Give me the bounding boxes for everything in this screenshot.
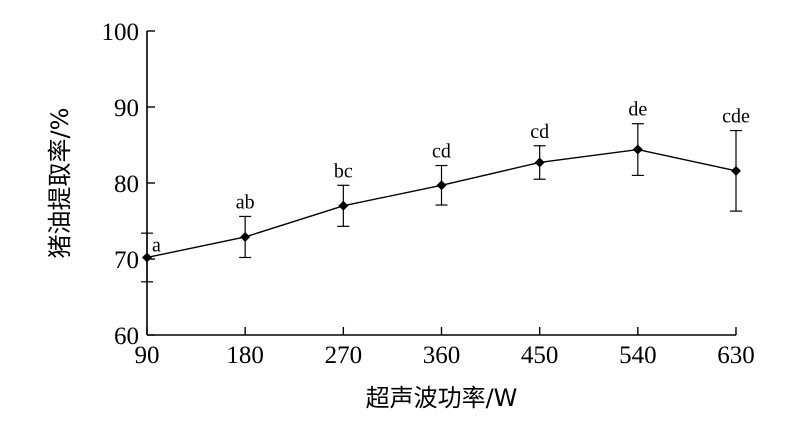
x-tick-label: 270	[325, 342, 363, 369]
x-tick-label: 90	[135, 342, 160, 369]
significance-label: cd	[530, 121, 549, 143]
data-point-marker	[142, 252, 152, 263]
significance-label: cd	[432, 141, 451, 163]
data-point-marker	[338, 200, 349, 211]
series-layer: a ab bc cd cd de cde	[141, 99, 750, 283]
x-tick-label: 630	[717, 342, 755, 369]
y-tick-label: 100	[102, 19, 140, 46]
data-point-marker	[632, 144, 643, 155]
y-tick-label: 80	[114, 171, 139, 198]
significance-label: cde	[722, 106, 750, 128]
x-tick-label: 540	[619, 342, 657, 369]
x-tick-label: 360	[423, 342, 461, 369]
data-point-marker	[731, 165, 741, 176]
y-axis-label: 猪油提取率/%	[46, 108, 74, 259]
x-axis-label: 超声波功率/W	[366, 384, 518, 412]
ticks: 60 70 80 90 100 90 180 270 360 450 540 630	[102, 19, 755, 369]
y-tick-label: 90	[114, 95, 139, 122]
data-point-marker	[240, 231, 251, 242]
significance-label: de	[628, 99, 647, 121]
significance-label: ab	[236, 191, 255, 213]
x-tick-label: 180	[226, 342, 264, 369]
significance-label: bc	[334, 160, 353, 182]
data-point-marker	[534, 157, 545, 168]
significance-label: a	[152, 234, 161, 256]
x-tick-label: 450	[521, 342, 559, 369]
data-point-marker	[436, 180, 447, 191]
y-tick-label: 60	[114, 323, 139, 350]
y-tick-label: 70	[114, 247, 139, 274]
